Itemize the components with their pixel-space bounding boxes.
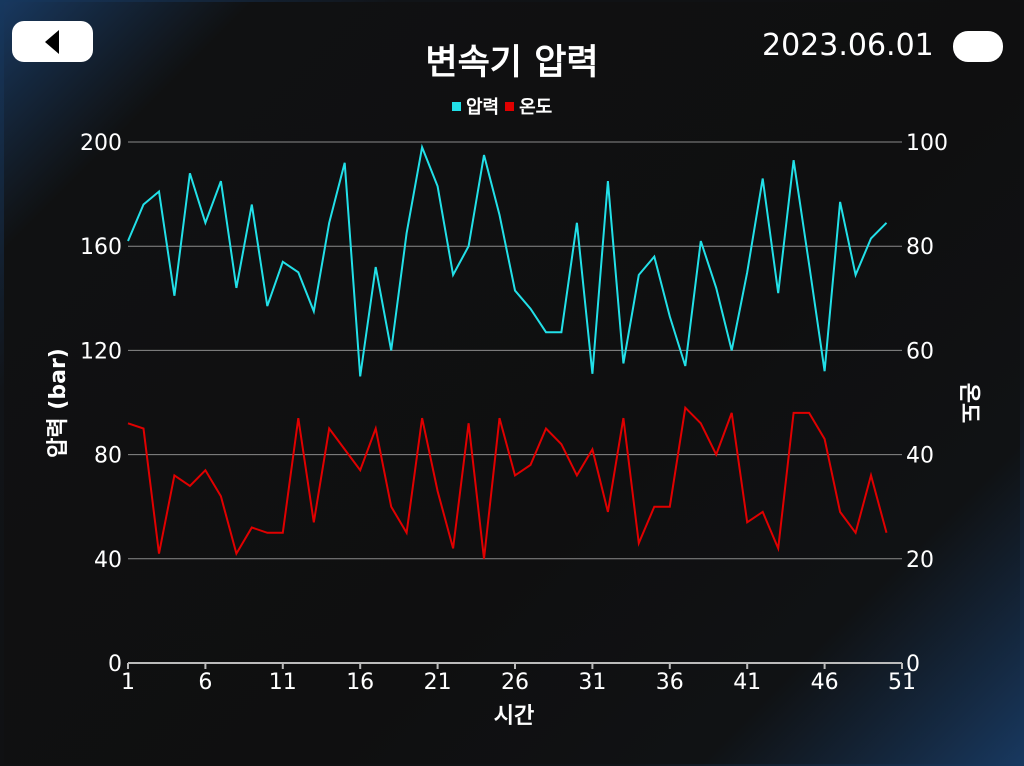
legend-item-temperature[interactable]: 온도: [505, 93, 552, 119]
legend-label-pressure: 압력: [466, 97, 500, 118]
legend-item-pressure[interactable]: 압력: [452, 93, 499, 119]
legend: 압력 온도: [452, 93, 552, 119]
y2-tick-label: 60: [906, 339, 934, 364]
back-button[interactable]: [12, 21, 93, 62]
y2-axis-title: 온도: [956, 383, 981, 423]
x-tick-label: 26: [501, 670, 529, 695]
back-arrow-icon: [45, 30, 59, 54]
series-line-pressure: [127, 143, 888, 377]
x-axis-title: 시간: [494, 704, 534, 729]
x-tick-label: 46: [811, 670, 839, 695]
menu-toggle-button[interactable]: [953, 31, 1003, 62]
x-tick-label: 6: [198, 670, 212, 695]
x-tick-label: 41: [733, 670, 761, 695]
y-axis-title: 압력 (bar): [46, 348, 71, 458]
y2-tick-label: 20: [906, 548, 934, 573]
y-tick-label: 160: [80, 235, 122, 260]
series-lines: [127, 143, 888, 559]
x-tick-label: 21: [424, 670, 452, 695]
y2-tick-label: 40: [906, 444, 934, 469]
legend-label-temperature: 온도: [519, 97, 553, 118]
y-tick-label: 200: [80, 131, 122, 156]
page-title: 변속기 압력: [425, 43, 599, 83]
y2-tick-label: 0: [906, 652, 920, 677]
legend-swatch-temperature: [505, 101, 515, 111]
x-tick-label: 16: [346, 670, 374, 695]
series-line-temperature: [127, 405, 888, 559]
y2-tick-label: 100: [906, 131, 948, 156]
x-tick-label: 31: [578, 670, 606, 695]
grid-lines: [128, 141, 902, 560]
y-tick-label: 120: [80, 339, 122, 364]
y-tick-label: 80: [94, 444, 122, 469]
y-tick-label: 0: [108, 652, 122, 677]
x-tick-label: 1: [121, 670, 135, 695]
y2-tick-label: 80: [906, 235, 934, 260]
x-tick-label: 11: [269, 670, 297, 695]
x-tick-label: 36: [656, 670, 684, 695]
x-tick-label: 51: [888, 670, 916, 695]
legend-swatch-pressure: [452, 101, 461, 111]
axes: [127, 662, 903, 669]
y-tick-label: 40: [94, 548, 122, 573]
date-label: 2023.06.01: [762, 28, 934, 63]
chart-panel: [4, 2, 1020, 764]
